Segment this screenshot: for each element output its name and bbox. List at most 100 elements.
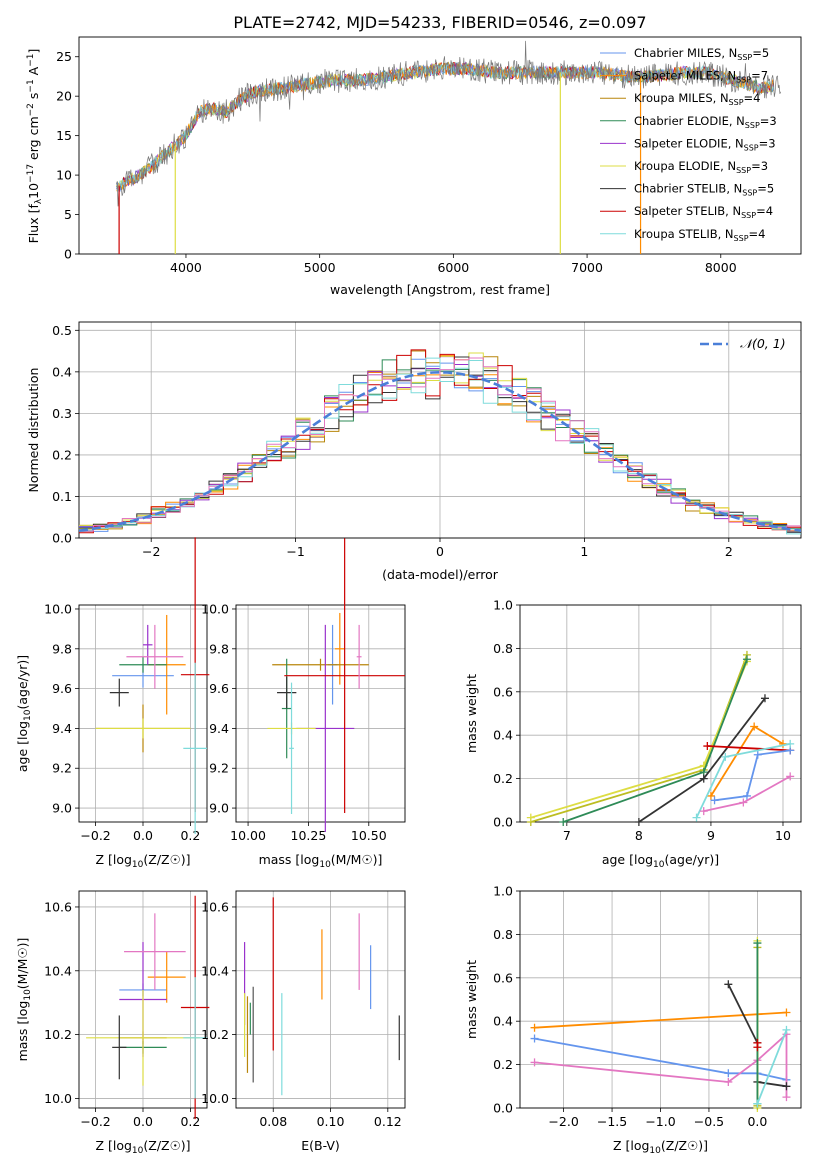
x-tick-label: −0.2 bbox=[80, 1114, 110, 1129]
legend-label: Salpeter ELODIE, NSSP=3 bbox=[634, 136, 776, 152]
x-tick-label: 0.12 bbox=[374, 1114, 402, 1129]
mass-weight-marker bbox=[530, 1023, 539, 1032]
y-tick-label: 0.4 bbox=[493, 1014, 513, 1029]
residuals-xlabel: (data-model)/error bbox=[382, 567, 499, 582]
mass-weight-line bbox=[534, 1037, 787, 1081]
x-tick-label: 4000 bbox=[170, 260, 202, 275]
legend-label: Kroupa ELODIE, NSSP=3 bbox=[634, 159, 768, 175]
x-tick-label: 1 bbox=[580, 544, 588, 559]
y-tick-label: 10 bbox=[56, 168, 72, 183]
y-tick-label: 0.0 bbox=[493, 815, 513, 830]
mass-weight-marker bbox=[703, 742, 712, 751]
x-tick-label: −0.5 bbox=[694, 1114, 724, 1129]
x-tick-label: −1.5 bbox=[597, 1114, 627, 1129]
mass-weight-marker bbox=[760, 694, 769, 703]
mass-weight-marker bbox=[786, 772, 795, 781]
y-tick-label: 0.6 bbox=[493, 970, 513, 985]
y-tick-label: 20 bbox=[56, 89, 72, 104]
x-tick-label: 10.25 bbox=[291, 828, 327, 843]
y-tick-label: 9.0 bbox=[209, 801, 229, 816]
residuals-ylabel: Normed distribution bbox=[26, 368, 41, 493]
mass-weight-marker bbox=[753, 750, 762, 759]
x-tick-label: 7 bbox=[563, 828, 571, 843]
mass-weight-marker bbox=[706, 791, 715, 800]
mass-weight-marker bbox=[699, 807, 708, 816]
mass-weight-marker bbox=[782, 1082, 791, 1091]
x-tick-label: 6000 bbox=[437, 260, 469, 275]
y-tick-label: 9.6 bbox=[209, 681, 229, 696]
legend-label: Chabrier STELIB, NSSP=5 bbox=[634, 182, 774, 198]
mass-weight-line bbox=[562, 658, 748, 823]
x-tick-label: −2 bbox=[142, 544, 160, 559]
legend-label: Chabrier MILES, NSSP=5 bbox=[634, 46, 769, 62]
legend-label: Kroupa STELIB, NSSP=4 bbox=[634, 227, 765, 243]
mass-weight-marker bbox=[634, 818, 643, 826]
mass-weight-marker bbox=[782, 1093, 791, 1102]
axes-frame bbox=[78, 36, 802, 255]
y-tick-label: 10.0 bbox=[201, 601, 229, 616]
y-tick-label: 0.2 bbox=[493, 1057, 513, 1072]
y-tick-label: 15 bbox=[56, 128, 72, 143]
y-tick-label: 0.3 bbox=[52, 406, 72, 421]
x-tick-label: 0.10 bbox=[317, 1114, 345, 1129]
age_vs_Z-panel: −0.2 0.0 0.2 9.0 9.2 9.4 9.6 9.8 10.0 Z [log10(Z/… bbox=[15, 537, 210, 870]
y-tick-label: 9.8 bbox=[52, 641, 72, 656]
y-tick-label: 9.4 bbox=[209, 721, 229, 736]
y-tick-label: 0.6 bbox=[493, 684, 513, 699]
mass-weight-marker bbox=[724, 1069, 733, 1078]
mass-weight-marker bbox=[526, 813, 535, 822]
figure-title: PLATE=2742, MJD=54233, FIBERID=0546, z=0… bbox=[233, 13, 646, 32]
massweight_vs_age-xlabel: age [log10(age/yr)] bbox=[602, 852, 719, 870]
y-tick-label: 10.2 bbox=[44, 1027, 72, 1042]
y-tick-label: 0.0 bbox=[52, 531, 72, 546]
y-tick-label: 0.1 bbox=[52, 489, 72, 504]
mass_vs_ebv-panel: 0.08 0.10 0.12 10.0 10.2 10.4 10.6 E(B-V) bbox=[201, 890, 406, 1153]
y-tick-label: 1.0 bbox=[493, 598, 513, 613]
residuals-panel: −2 −1 0 1 2 0.0 0.1 0.2 0.3 0.4 0.5 𝒩(0, 1) (data-mo… bbox=[26, 321, 802, 582]
y-tick-label: 0.5 bbox=[52, 323, 72, 338]
x-tick-label: −2.0 bbox=[548, 1114, 578, 1129]
x-tick-label: 0.0 bbox=[133, 1114, 153, 1129]
mass-weight-marker bbox=[739, 798, 748, 807]
x-tick-label: 0.2 bbox=[180, 828, 200, 843]
mass-weight-marker bbox=[530, 1034, 539, 1043]
y-tick-label: 5 bbox=[64, 207, 72, 222]
mass-weight-marker bbox=[753, 939, 762, 948]
spectrum-ylabel: Flux [fλ10−17 erg cm−2 s−1 A−1] bbox=[26, 49, 44, 244]
axes-frame bbox=[519, 890, 802, 1109]
y-tick-label: 0.4 bbox=[493, 728, 513, 743]
y-tick-label: 0.4 bbox=[52, 364, 72, 379]
y-tick-label: 10.0 bbox=[44, 1091, 72, 1106]
mass-weight-marker bbox=[742, 791, 751, 800]
mass-weight-marker bbox=[742, 655, 751, 664]
y-tick-label: 25 bbox=[56, 49, 72, 64]
x-tick-label: 0.0 bbox=[747, 1114, 767, 1129]
axes-frame bbox=[235, 890, 406, 1109]
y-tick-label: 10.0 bbox=[201, 1091, 229, 1106]
y-tick-label: 9.2 bbox=[52, 761, 72, 776]
age_vs_Z-xlabel: Z [log10(Z/Z☉)] bbox=[95, 852, 190, 870]
y-tick-label: 0 bbox=[64, 247, 72, 262]
x-tick-label: 10 bbox=[775, 828, 791, 843]
legend-label: Kroupa MILES, NSSP=4 bbox=[634, 91, 760, 107]
axes-frame bbox=[519, 604, 802, 823]
legend-label: 𝒩(0, 1) bbox=[740, 336, 786, 351]
x-tick-label: 0.0 bbox=[133, 828, 153, 843]
mass-weight-marker bbox=[559, 818, 568, 826]
mass-weight-marker bbox=[778, 739, 787, 748]
massweight_vs_age-panel: 7 8 9 10 0.0 0.2 0.4 0.6 0.8 1.0 age [log10(age/yr… bbox=[464, 598, 802, 870]
y-tick-label: 10.2 bbox=[201, 1027, 229, 1042]
mass_vs_ebv-xlabel: E(B-V) bbox=[301, 1138, 340, 1153]
y-tick-label: 10.4 bbox=[44, 963, 72, 978]
y-tick-label: 0.8 bbox=[493, 927, 513, 942]
axes-frame bbox=[78, 604, 208, 823]
y-tick-label: 10.4 bbox=[201, 963, 229, 978]
x-tick-label: 2 bbox=[725, 544, 733, 559]
y-tick-label: 10.6 bbox=[44, 899, 72, 914]
mass-weight-line bbox=[638, 697, 766, 823]
x-tick-label: 8 bbox=[635, 828, 643, 843]
mass-weight-marker bbox=[710, 796, 719, 805]
spectrum-xlabel: wavelength [Angstrom, rest frame] bbox=[330, 282, 550, 297]
axes-frame bbox=[78, 890, 208, 1109]
mass-weight-marker bbox=[721, 752, 730, 761]
